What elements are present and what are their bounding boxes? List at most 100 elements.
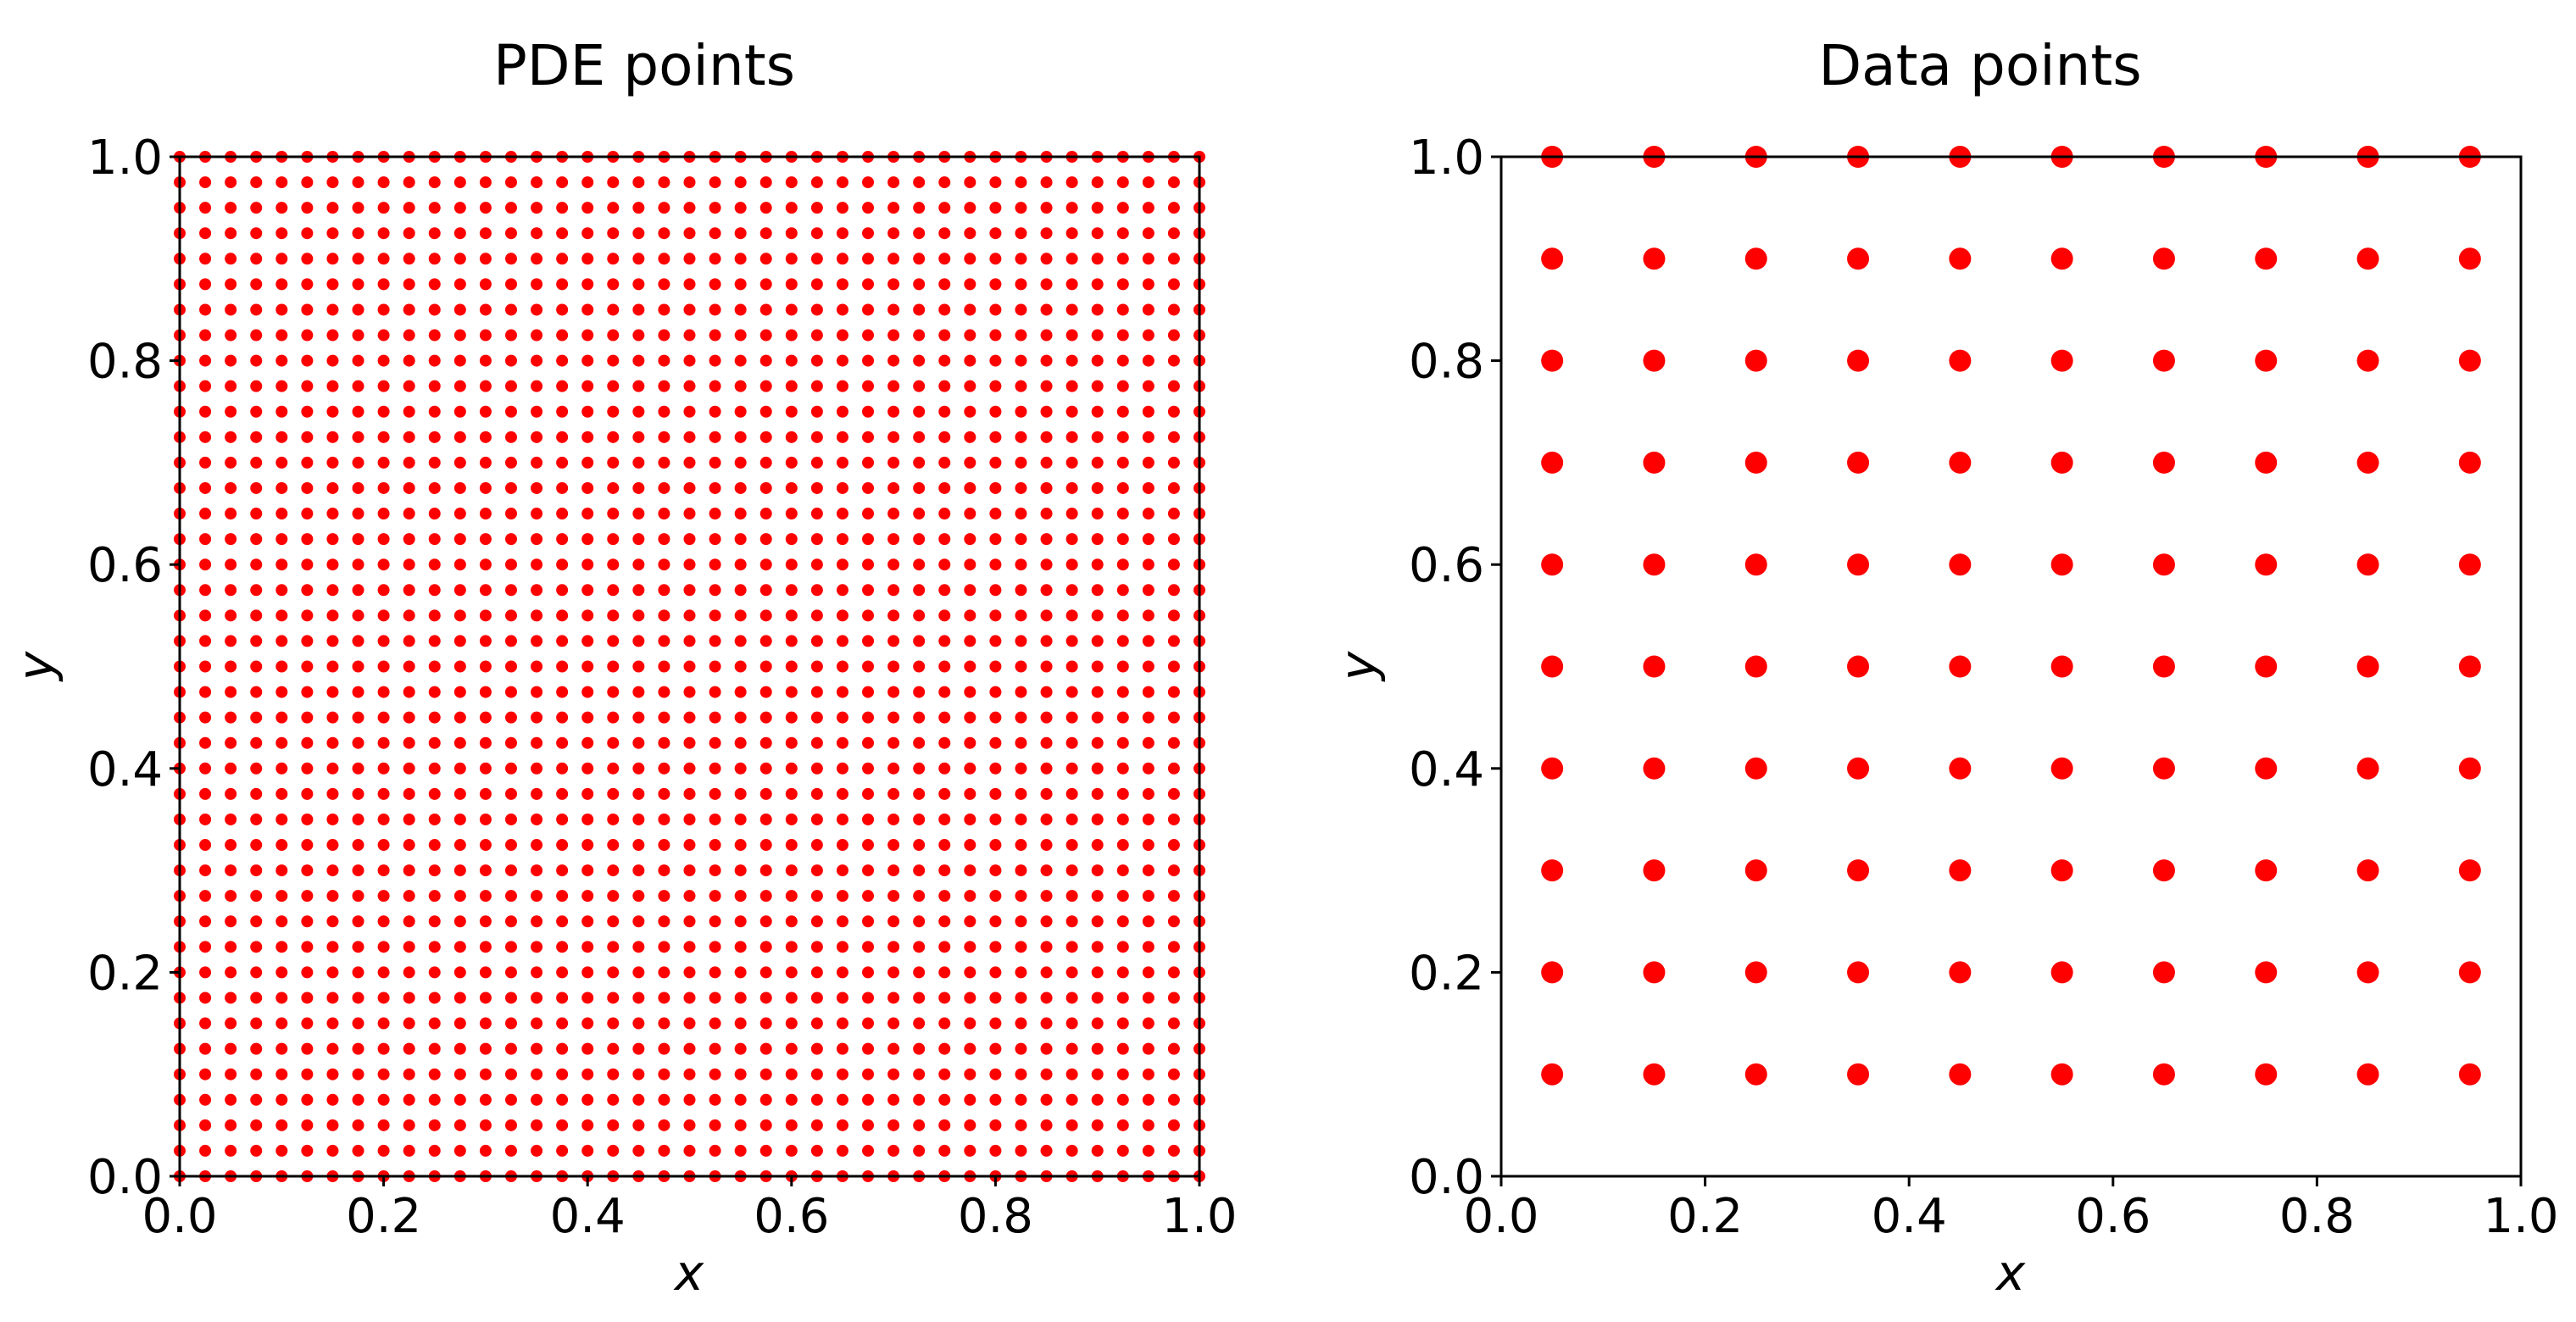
data-point — [326, 1042, 339, 1055]
data-point — [1847, 247, 1870, 270]
data-point — [275, 227, 288, 240]
data-point — [479, 941, 492, 953]
x-ticks: 0.0 0.2 0.4 0.6 0.8 1.0 — [1463, 1176, 2559, 1244]
data-point — [658, 635, 670, 647]
data-point — [225, 354, 237, 367]
data-point — [250, 1017, 263, 1030]
data-point — [759, 380, 772, 392]
data-point — [1142, 609, 1154, 622]
data-point — [658, 405, 670, 418]
data-point — [1847, 961, 1870, 984]
data-point — [1015, 992, 1027, 1004]
data-point — [632, 558, 645, 571]
data-point — [403, 456, 415, 469]
data-point — [887, 686, 900, 698]
x-tick-label: 1.0 — [1161, 1189, 1237, 1244]
y-tick-label: 0.2 — [1409, 946, 1484, 1001]
data-point — [250, 787, 263, 800]
data-point — [453, 915, 466, 928]
data-point — [556, 303, 569, 316]
data-point — [938, 787, 951, 800]
plot-frame — [178, 155, 1201, 1178]
data-point — [938, 1068, 951, 1080]
data-point — [428, 1068, 441, 1080]
data-point — [453, 992, 466, 1004]
data-point — [1116, 966, 1129, 979]
data-point — [504, 890, 517, 903]
data-point — [810, 202, 823, 214]
data-point — [352, 253, 364, 265]
data-point — [428, 176, 441, 189]
data-point — [683, 660, 696, 673]
data-point — [989, 329, 1002, 342]
data-point — [479, 303, 492, 316]
data-point — [531, 736, 543, 749]
data-point — [479, 660, 492, 673]
data-point — [658, 762, 670, 775]
data-point — [199, 329, 212, 342]
data-point — [403, 686, 415, 698]
data-point — [810, 329, 823, 342]
data-point — [453, 1042, 466, 1055]
data-point — [250, 813, 263, 825]
data-point — [581, 1042, 594, 1055]
data-point — [759, 813, 772, 825]
data-point — [1643, 1063, 1666, 1086]
data-point — [836, 227, 848, 240]
data-point — [301, 915, 314, 928]
data-point — [453, 1017, 466, 1030]
data-point — [1744, 859, 1767, 882]
data-point — [428, 609, 441, 622]
data-point — [352, 558, 364, 571]
data-point — [377, 890, 390, 903]
data-point — [1091, 380, 1104, 392]
data-point — [1116, 839, 1129, 852]
data-point — [199, 609, 212, 622]
data-point — [250, 915, 263, 928]
data-point — [938, 635, 951, 647]
data-point — [759, 941, 772, 953]
data-point — [428, 1017, 441, 1030]
x-tick-label: 1.0 — [2483, 1189, 2558, 1244]
data-point — [1091, 253, 1104, 265]
data-point — [1744, 553, 1767, 576]
data-point — [683, 813, 696, 825]
data-point — [1091, 762, 1104, 775]
data-point — [887, 1068, 900, 1080]
data-point — [810, 1017, 823, 1030]
data-point — [709, 329, 721, 342]
data-point — [759, 405, 772, 418]
data-point — [658, 890, 670, 903]
data-point — [581, 354, 594, 367]
data-point — [556, 253, 569, 265]
data-point — [938, 481, 951, 494]
data-point — [785, 303, 798, 316]
data-point — [453, 813, 466, 825]
data-point — [862, 864, 875, 877]
data-point — [785, 839, 798, 852]
data-point — [862, 303, 875, 316]
data-point — [504, 354, 517, 367]
data-point — [913, 1119, 926, 1131]
y-tick-label: 1.0 — [87, 131, 163, 186]
data-point — [862, 711, 875, 724]
y-tick-label: 0.6 — [87, 538, 163, 593]
data-point — [352, 1093, 364, 1106]
data-point — [607, 405, 620, 418]
data-point — [1015, 508, 1027, 520]
data-point — [607, 354, 620, 367]
data-point — [504, 1017, 517, 1030]
x-tick-label: 0.6 — [2075, 1189, 2150, 1244]
data-point — [1643, 859, 1666, 882]
data-point — [352, 380, 364, 392]
chart-pde-points: PDE points 0.0 0.2 0.4 0.6 0.8 1.0 0.00.20.40… — [7, 33, 1238, 1302]
data-point — [377, 303, 390, 316]
data-point — [301, 558, 314, 571]
data-point — [1167, 1144, 1180, 1157]
data-point — [810, 813, 823, 825]
data-point — [326, 558, 339, 571]
data-point — [225, 1144, 237, 1157]
data-point — [759, 253, 772, 265]
data-point — [709, 787, 721, 800]
data-point — [887, 430, 900, 443]
